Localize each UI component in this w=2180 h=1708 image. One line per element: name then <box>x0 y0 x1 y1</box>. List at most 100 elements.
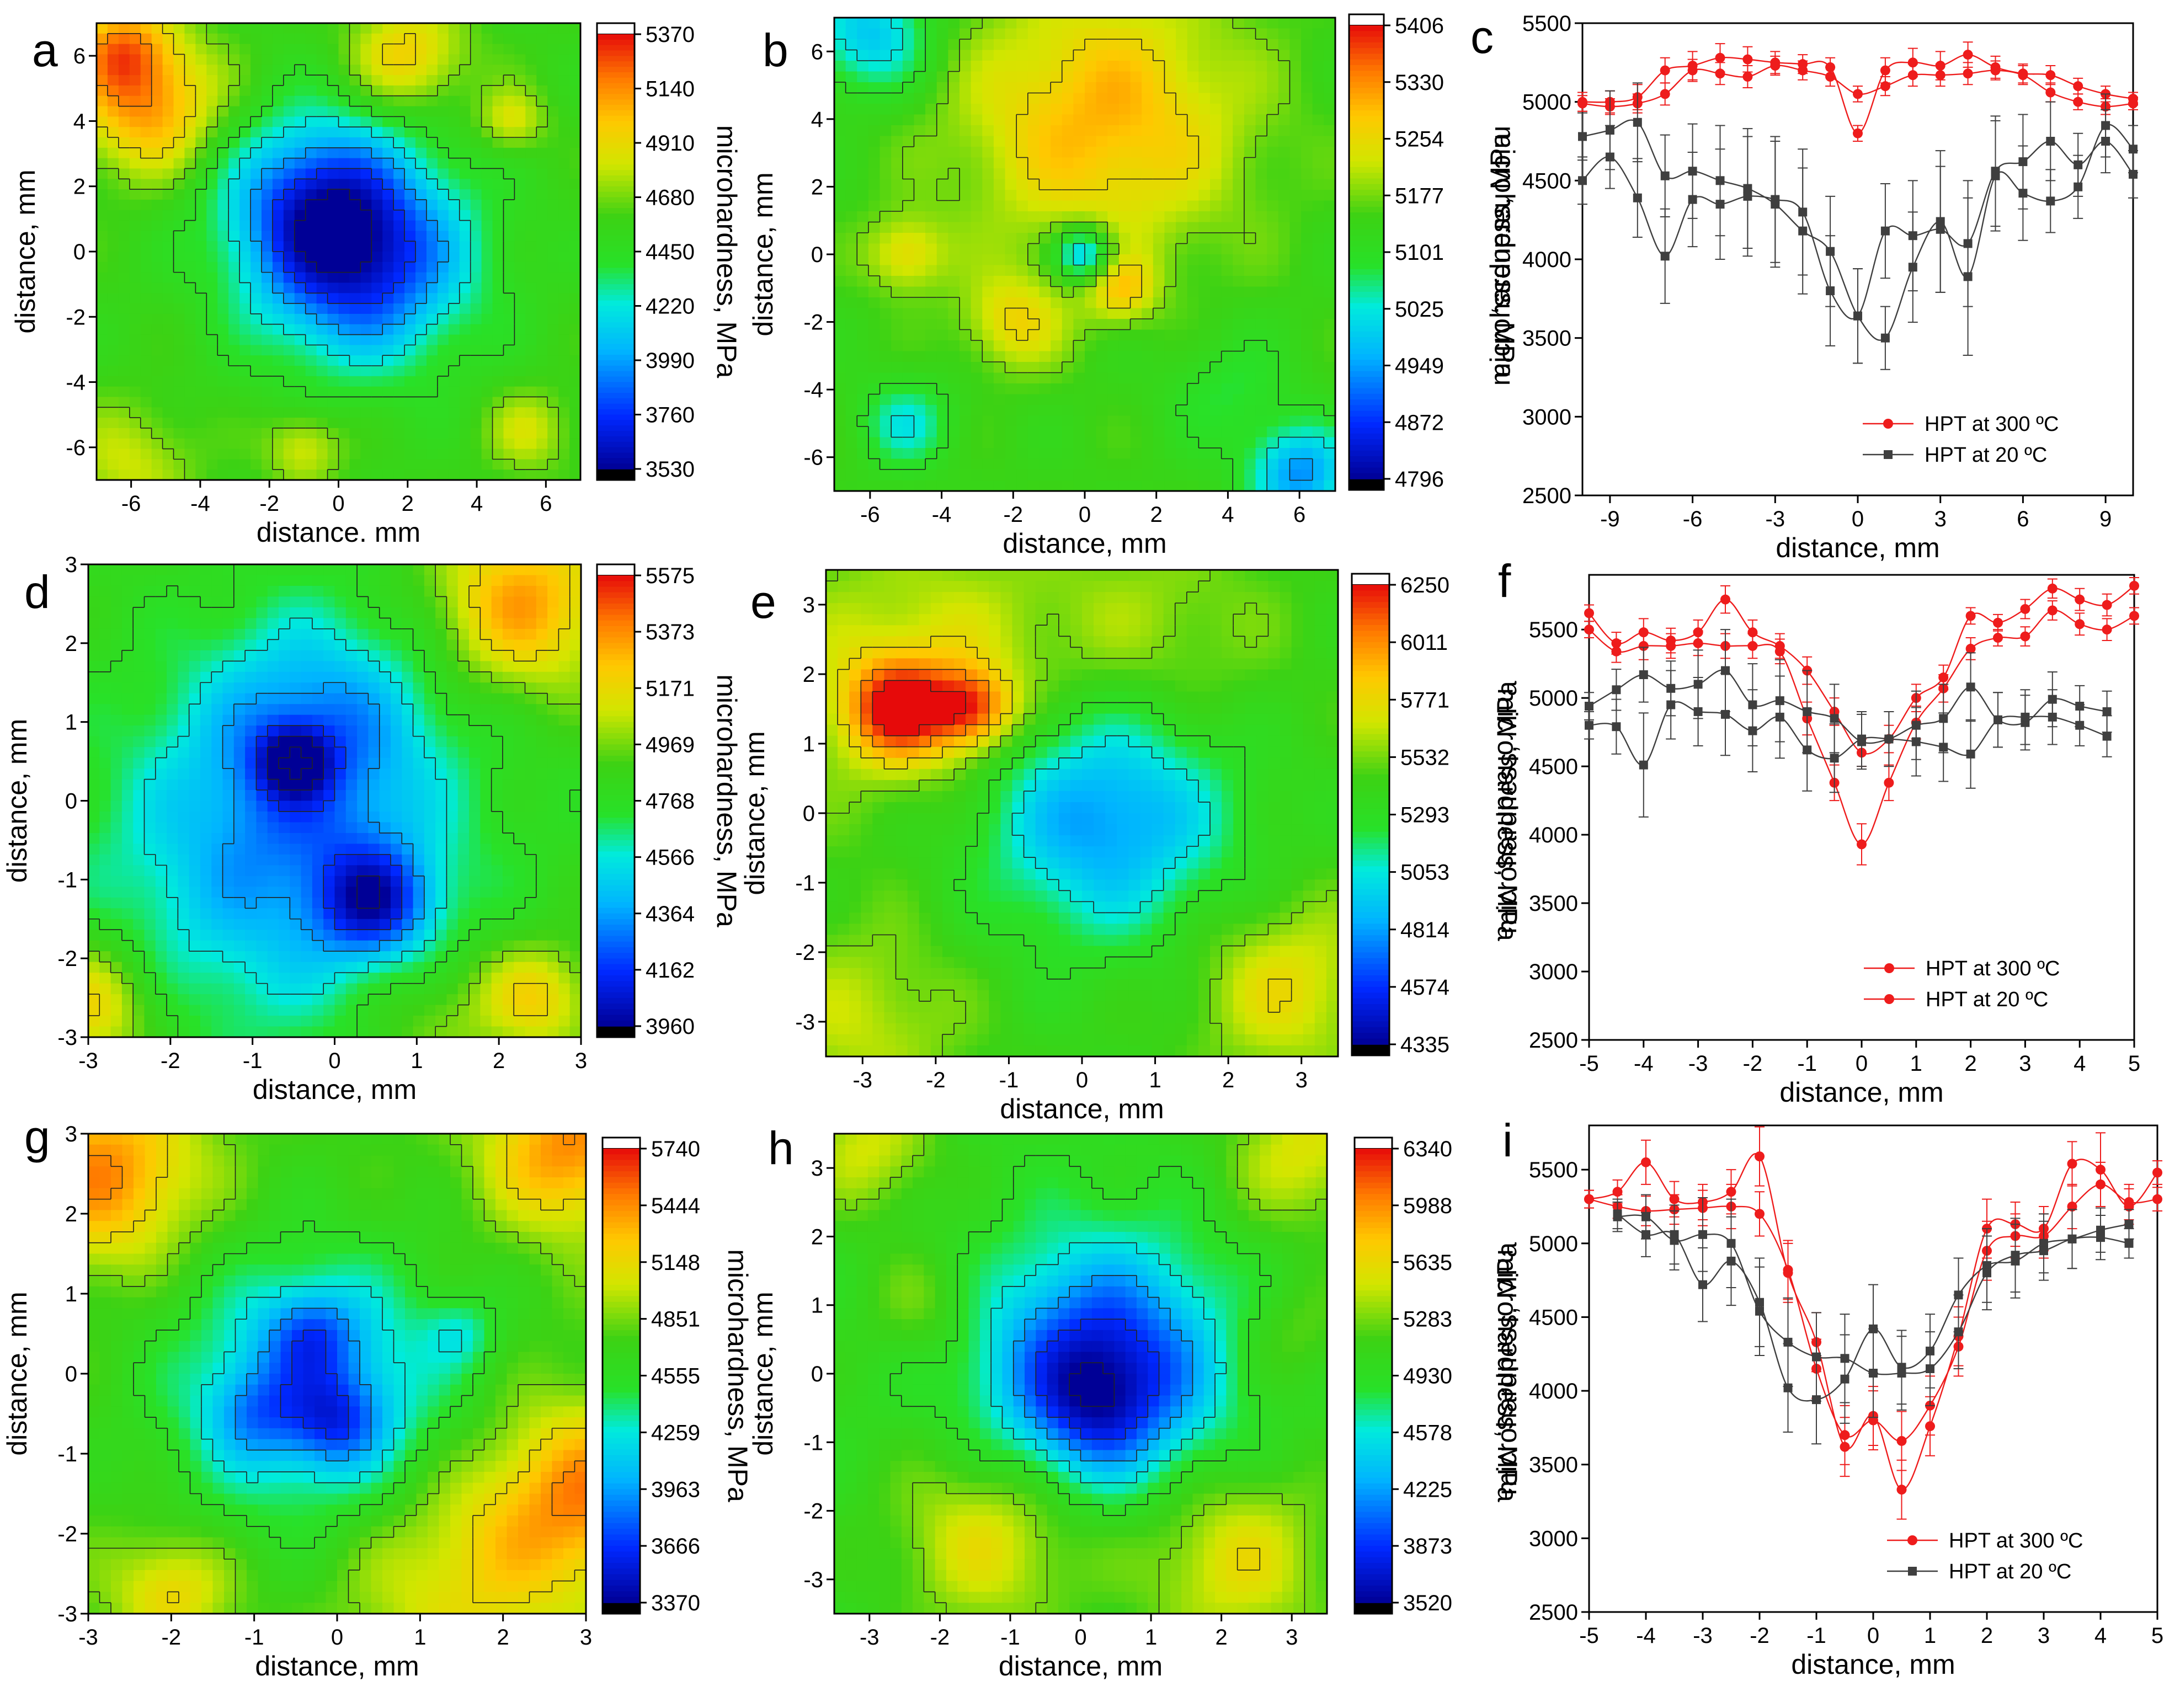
heatmap-cell <box>1312 61 1325 72</box>
heatmap-cell <box>880 308 892 319</box>
heatmap-cell <box>1153 329 1165 341</box>
heatmap-cell <box>1278 276 1291 287</box>
heatmap-cell <box>1187 372 1200 384</box>
heatmap-cell <box>514 147 526 159</box>
heatmap-cell <box>239 366 251 377</box>
heatmap-cell <box>1164 437 1176 449</box>
heatmap-cell <box>1221 469 1234 481</box>
heatmap-cell <box>294 272 306 284</box>
heatmap-cell <box>261 210 273 221</box>
heatmap-cell <box>173 282 185 294</box>
heatmap-cell <box>272 252 284 263</box>
heatmap-cell <box>1016 93 1028 104</box>
heatmap-cell <box>118 376 130 387</box>
heatmap-cell <box>1142 179 1154 190</box>
heatmap-cell <box>118 106 130 118</box>
heatmap-cell <box>140 407 152 418</box>
heatmap-cell <box>1267 362 1279 373</box>
heatmap-cell <box>845 243 858 255</box>
heatmap-cell <box>250 313 262 325</box>
heatmap-cell <box>982 415 994 427</box>
colorbar-swatch <box>597 77 635 84</box>
heatmap-cell <box>316 324 328 335</box>
heatmap-cell <box>1073 458 1085 470</box>
heatmap-cell <box>1255 351 1267 362</box>
heatmap-cell <box>1107 276 1120 287</box>
heatmap-cell <box>426 241 438 252</box>
heatmap-cell <box>857 351 869 362</box>
heatmap-cell <box>1233 415 1245 427</box>
heatmap-cell <box>316 65 328 76</box>
heatmap-cell <box>891 179 903 190</box>
heatmap-cell <box>569 261 581 273</box>
heatmap-cell <box>547 44 559 55</box>
heatmap-cell <box>1096 157 1108 169</box>
heatmap-cell <box>338 137 350 148</box>
heatmap-cell <box>914 297 926 309</box>
heatmap-cell <box>206 210 218 221</box>
heatmap-cell <box>971 415 983 427</box>
heatmap-cell <box>151 85 163 97</box>
heatmap-cell <box>845 372 858 384</box>
heatmap-cell <box>845 39 858 51</box>
heatmap-cell <box>914 190 926 201</box>
heatmap-cell <box>360 116 372 127</box>
heatmap-cell <box>1221 437 1234 449</box>
heatmap-cell <box>834 329 846 341</box>
heatmap-cell <box>834 93 846 104</box>
y-tick-label: 6 <box>73 44 86 68</box>
heatmap-cell <box>481 282 493 294</box>
heatmap-cell <box>1210 50 1222 61</box>
heatmap-cell <box>239 116 251 127</box>
heatmap-cell <box>470 65 482 76</box>
heatmap-cell <box>868 254 881 266</box>
heatmap-cell <box>960 200 972 212</box>
heatmap-cell <box>1153 136 1165 147</box>
heatmap-cell <box>1096 394 1108 405</box>
heatmap-cell <box>558 127 570 138</box>
heatmap-cell <box>1267 179 1279 190</box>
heatmap-cell <box>936 147 949 158</box>
heatmap-cell <box>371 407 383 418</box>
heatmap-cell <box>902 104 915 115</box>
heatmap-cell <box>228 355 240 366</box>
heatmap-cell <box>948 39 960 51</box>
heatmap-cell <box>925 362 937 373</box>
heatmap-cell <box>1073 297 1085 309</box>
heatmap-cell <box>173 345 185 356</box>
heatmap-cell <box>360 355 372 366</box>
heatmap-cell <box>173 355 185 366</box>
heatmap-cell <box>1267 136 1279 147</box>
heatmap-cell <box>316 345 328 356</box>
heatmap-cell <box>857 340 869 352</box>
heatmap-cell <box>1130 211 1142 223</box>
heatmap-cell <box>173 366 185 377</box>
heatmap-cell <box>327 231 339 242</box>
heatmap-cell <box>1221 405 1234 417</box>
colorbar-swatch <box>597 110 635 116</box>
heatmap-cell <box>982 254 994 266</box>
heatmap-cell <box>107 44 119 55</box>
heatmap-cell <box>1073 39 1085 51</box>
colorbar-tick-label: 3990 <box>646 349 695 373</box>
heatmap-cell <box>960 211 972 223</box>
heatmap-cell <box>283 179 295 190</box>
heatmap-cell <box>481 231 493 242</box>
heatmap-cell <box>1176 243 1188 255</box>
heatmap-cell <box>129 397 141 408</box>
heatmap-cell <box>960 362 972 373</box>
heatmap-cell <box>1051 61 1063 72</box>
heatmap-cell <box>558 75 570 86</box>
heatmap-cell <box>525 44 537 55</box>
heatmap-cell <box>1187 114 1200 126</box>
heatmap-cell <box>415 85 427 97</box>
heatmap-cell <box>1278 329 1291 341</box>
heatmap-cell <box>1027 469 1040 481</box>
heatmap-cell <box>283 449 295 460</box>
heatmap-cell <box>1244 329 1256 341</box>
heatmap-cell <box>536 418 548 429</box>
heatmap-cell <box>891 448 903 460</box>
heatmap-cell <box>272 199 284 211</box>
heatmap-cell <box>547 252 559 263</box>
heatmap-cell <box>547 85 559 97</box>
